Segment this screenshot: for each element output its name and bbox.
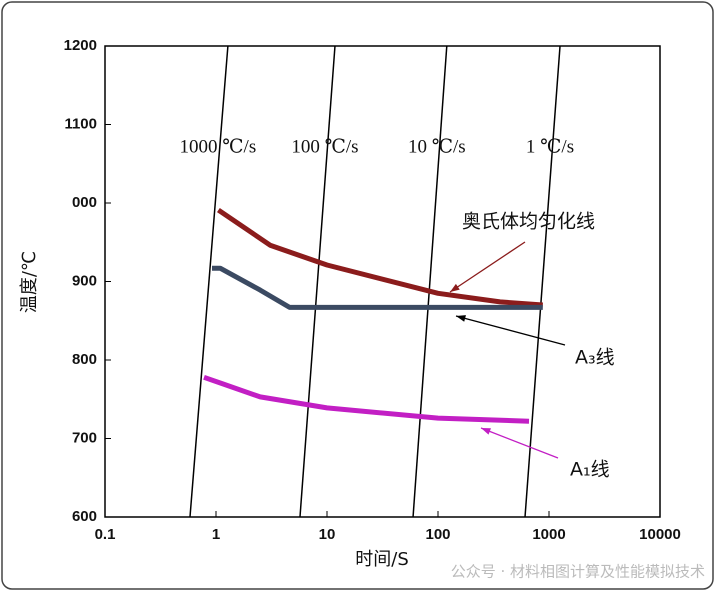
rate-label: 1000 ℃/s (180, 136, 257, 157)
y-tick-label: 800 (72, 351, 97, 368)
annotation-arrow (449, 241, 526, 293)
arrow-head (456, 315, 466, 322)
x-tick-label: 100 (425, 526, 450, 543)
series-line (216, 208, 543, 308)
x-axis-title: 时间/S (355, 549, 409, 570)
annotation-arrow (480, 427, 559, 459)
watermark: 公众号 · 材料相图计算及性能模拟技术 (451, 563, 705, 581)
arrow-head (481, 428, 491, 435)
series-line (212, 265, 543, 310)
x-tick-label: 0.1 (95, 526, 116, 543)
annotation-arrow (455, 315, 566, 346)
x-tick-label: 10 (319, 526, 336, 543)
rate-label: 100 ℃/s (291, 136, 358, 157)
y-tick-label: 1200 (64, 37, 97, 54)
x-tick-label: 1000 (532, 526, 565, 543)
y-tick-label: 700 (72, 429, 97, 446)
y-axis-title: 温度/℃ (19, 251, 40, 313)
y-tick-label: 900 (72, 272, 97, 289)
x-tick-label: 10000 (639, 526, 681, 543)
legend-entry: A₁线 (570, 459, 610, 481)
y-tick-label: 600 (72, 508, 97, 525)
legend-entry: 奥氏体均匀化线 (462, 211, 595, 233)
y-tick-label: 1100 (64, 115, 97, 132)
rate-line (524, 45, 561, 518)
legend-entry: A₃线 (575, 347, 615, 369)
series-line (203, 374, 530, 424)
rate-line (189, 45, 229, 518)
y-tick-label: 000 (72, 194, 97, 211)
rate-label: 1 ℃/s (526, 136, 574, 157)
arrow-head (450, 283, 460, 292)
rate-line (412, 45, 448, 518)
x-tick-label: 1 (212, 526, 220, 543)
rate-line (299, 45, 336, 518)
rate-label: 10 ℃/s (408, 136, 466, 157)
